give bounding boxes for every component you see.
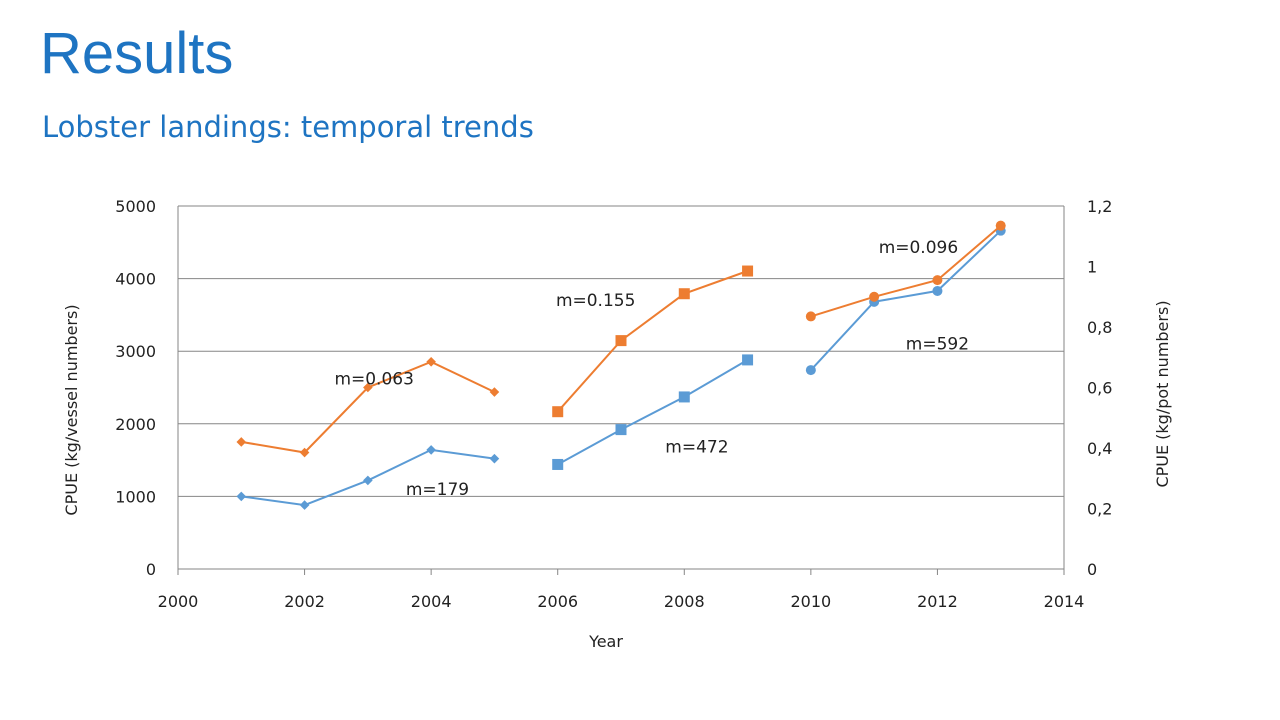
x-tick-label: 2012: [917, 592, 958, 611]
data-point: [615, 424, 627, 436]
data-point: [363, 475, 373, 486]
data-point: [678, 391, 690, 403]
data-point: [678, 288, 690, 300]
data-point: [995, 220, 1006, 231]
y-right-tick-label: 1,2: [1087, 197, 1112, 216]
data-point: [742, 265, 754, 277]
y-right-tick-label: 0: [1087, 560, 1097, 579]
x-tick-label: 2010: [790, 592, 831, 611]
data-point: [742, 354, 754, 366]
data-point: [552, 458, 564, 470]
slide-title: Results: [40, 21, 234, 86]
y-left-tick-label: 2000: [115, 415, 156, 434]
series-line: [810, 224, 1002, 318]
x-axis-title: Year: [588, 632, 623, 651]
data-point: [932, 285, 943, 296]
series-group: [236, 220, 1006, 510]
y-left-tick-label: 5000: [115, 197, 156, 216]
x-axis-ticks: 2000 2002 2004 2006 2008 2010 2012 2014: [158, 569, 1085, 611]
y-axis-right-title: CPUE (kg/pot numbers): [1153, 300, 1172, 487]
x-tick-label: 2014: [1044, 592, 1085, 611]
y-left-tick-label: 3000: [115, 342, 156, 361]
y-axis-left-title: CPUE (kg/vessel numbers): [62, 304, 81, 515]
data-point: [489, 387, 500, 397]
left-axis-ticks: 0 1000 2000 3000 4000 5000: [115, 197, 156, 579]
y-right-tick-label: 0,2: [1087, 500, 1112, 519]
x-tick-label: 2008: [664, 592, 705, 611]
annotations: m=0.063 m=179 m=0.155 m=472 m=0.096 m=592: [334, 238, 969, 500]
slope-annotation: m=592: [906, 335, 969, 355]
slope-annotation: m=472: [665, 437, 728, 457]
data-point: [552, 406, 564, 418]
x-tick-label: 2006: [537, 592, 578, 611]
axes: [177, 206, 1065, 570]
series-line: [810, 229, 1002, 371]
data-point: [426, 445, 436, 455]
data-point: [932, 275, 943, 286]
y-right-tick-label: 0,6: [1087, 379, 1112, 398]
y-right-tick-label: 0,4: [1087, 439, 1112, 458]
series-line: [557, 359, 749, 466]
data-point: [299, 500, 310, 510]
x-tick-label: 2002: [284, 592, 325, 611]
y-left-tick-label: 1000: [115, 487, 156, 506]
slope-annotation: m=0.096: [879, 238, 958, 258]
right-axis-ticks: 0 0,2 0,4 0,6 0,8 1 1,2: [1087, 197, 1112, 579]
data-point: [236, 491, 247, 502]
y-left-tick-label: 4000: [115, 270, 156, 289]
x-tick-label: 2004: [411, 592, 452, 611]
y-right-tick-label: 0,8: [1087, 318, 1112, 337]
data-point: [489, 453, 500, 464]
y-left-tick-label: 0: [146, 560, 156, 579]
slope-annotation: m=0.155: [556, 291, 635, 311]
slope-annotation: m=0.063: [334, 369, 413, 389]
data-point: [869, 291, 880, 302]
data-point: [236, 437, 247, 447]
slide-subtitle: Lobster landings: temporal trends: [42, 110, 534, 144]
data-point: [805, 311, 816, 322]
series-line: [556, 270, 748, 413]
x-tick-label: 2000: [158, 592, 199, 611]
data-point: [363, 382, 373, 393]
data-point: [426, 356, 436, 367]
data-point: [615, 335, 627, 347]
data-point: [299, 447, 310, 458]
slope-annotation: m=179: [406, 480, 469, 500]
y-right-tick-label: 1: [1087, 258, 1097, 277]
data-point: [805, 365, 816, 376]
